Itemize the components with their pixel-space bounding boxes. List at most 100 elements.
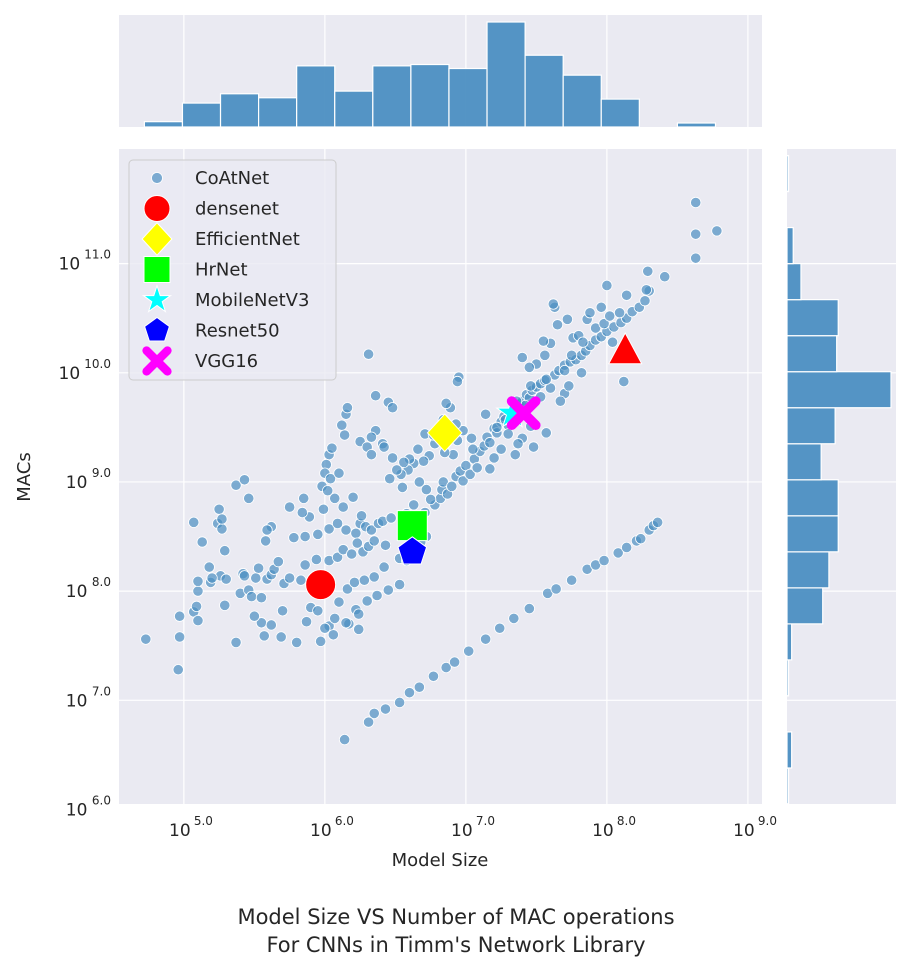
x-tick-exponent: 6.0 [335, 814, 354, 828]
scatter-point [612, 547, 624, 559]
scatter-point [690, 228, 702, 240]
scatter-point [288, 532, 300, 544]
top-histogram-bar [600, 98, 640, 128]
scatter-point [558, 365, 571, 377]
scatter-point [403, 687, 416, 699]
scatter-point [284, 501, 296, 513]
scatter-point [457, 475, 469, 487]
y-axis-label: MACs [14, 452, 35, 501]
right-histogram-bar [786, 335, 838, 373]
scatter-point [196, 536, 208, 548]
scatter-point [255, 592, 268, 604]
scatter-point [365, 449, 378, 461]
x-marker-stroke [142, 346, 172, 376]
right-histogram-bar [786, 227, 794, 265]
scatter-point [690, 196, 702, 209]
scatter-point [299, 559, 311, 571]
scatter-point [516, 351, 528, 364]
legend-label: VGG16 [195, 351, 258, 372]
hrnet-marker [396, 510, 428, 542]
scatter-point [561, 313, 574, 325]
top-histogram-bar [181, 102, 222, 128]
scatter-point [365, 524, 378, 536]
scatter-point [310, 553, 323, 566]
scatter-point [382, 584, 394, 596]
scatter-point [440, 661, 452, 674]
scatter-point [652, 516, 664, 528]
scatter-point [336, 419, 348, 431]
scatter-point [386, 402, 399, 414]
scatter-point [635, 533, 647, 545]
scatter-point [413, 476, 425, 488]
top-histogram [119, 15, 762, 128]
scatter-point [386, 452, 399, 464]
x-axis-label: Model Size [392, 850, 489, 871]
scatter-point [566, 349, 578, 361]
legend-box [128, 159, 337, 381]
scatter-point [384, 473, 396, 485]
scatter-point [353, 623, 365, 635]
scatter-point [300, 616, 313, 628]
scatter-point [642, 265, 654, 277]
top-histogram-bar [296, 65, 336, 128]
scatter-point [525, 380, 537, 392]
scatter-point [539, 349, 551, 361]
legend-marker [144, 316, 170, 342]
scatter-point [547, 298, 559, 310]
scatter-point [471, 462, 483, 474]
scatter-point [601, 279, 613, 292]
scatter-point [412, 443, 424, 455]
scatter-point [509, 449, 521, 461]
scatter-point [174, 631, 186, 643]
scatter-point [371, 589, 383, 602]
top-histogram-bar [372, 65, 412, 128]
scatter-point [296, 506, 308, 519]
scatter-point [348, 576, 361, 588]
scatter-point [250, 572, 262, 584]
scatter-point [484, 463, 496, 475]
vgg16-marker [506, 396, 541, 431]
scatter-point [252, 562, 265, 574]
x-tick-label: 10 [592, 821, 614, 841]
y-tick-exponent: 8.0 [92, 575, 111, 589]
efficientnet-marker [426, 413, 463, 453]
scatter-point [362, 348, 375, 360]
legend-label: EfficientNet [195, 229, 300, 250]
y-tick-label: 10 [66, 691, 88, 711]
right-histogram-bar [786, 731, 793, 769]
y-tick-exponent: 9.0 [92, 466, 111, 480]
scatter-point [396, 481, 409, 494]
scatter-point [312, 528, 324, 540]
scatter-point [361, 595, 373, 607]
scatter-point [598, 318, 610, 330]
scatter-point [550, 583, 562, 595]
scatter-point [417, 455, 430, 467]
caption-line-1: Model Size VS Number of MAC operations [237, 905, 675, 929]
scatter-point [508, 612, 520, 625]
scatter-point [326, 442, 338, 454]
scatter-point [265, 619, 277, 631]
scatter-point [341, 402, 354, 414]
scatter-point [527, 441, 540, 453]
scatter-point [365, 431, 378, 443]
scatter-point [495, 443, 507, 455]
scatter-point [480, 633, 492, 645]
scatter-point [312, 605, 324, 617]
scatter-point [584, 307, 596, 319]
scatter-point [618, 375, 630, 388]
scatter-point [230, 636, 242, 649]
scatter-point [378, 441, 390, 453]
top-histogram-bar [676, 122, 717, 128]
scatter-point [512, 438, 524, 450]
scatter-point [451, 375, 464, 388]
scatter-point [577, 336, 589, 348]
top-histogram-bar [524, 54, 564, 128]
scatter-point [333, 467, 345, 479]
y-tick-label: 10 [66, 473, 88, 493]
scatter-point [291, 636, 303, 649]
scatter-point [220, 573, 232, 585]
scatter-point [339, 733, 351, 746]
right-histogram [786, 149, 896, 811]
scatter-point [322, 485, 334, 497]
scatter-point [606, 336, 619, 348]
